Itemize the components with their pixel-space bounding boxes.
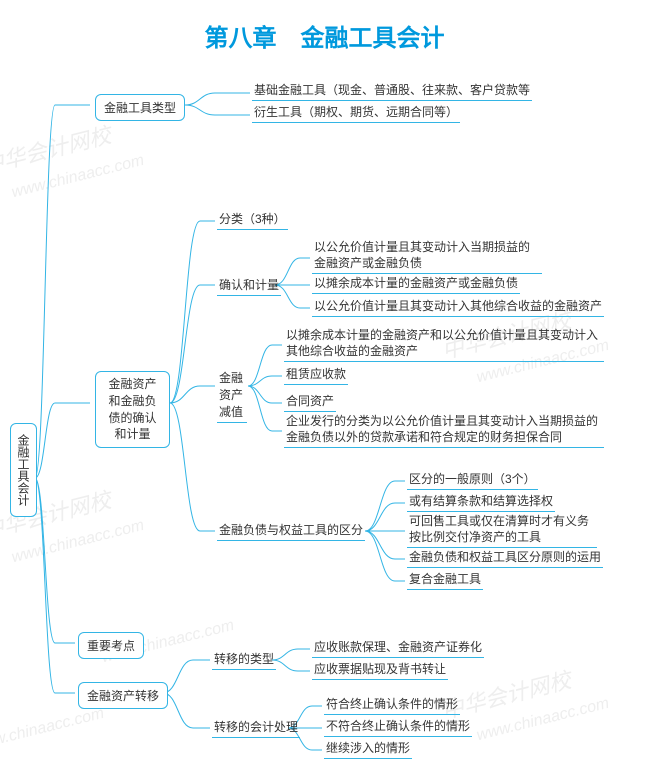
leaf: 金融负债和权益工具区分原则的运用: [407, 548, 603, 568]
mindmap-canvas: 中华会计网校 www.chinaacc.com 中华会计网校 www.china…: [0, 63, 649, 783]
page-title: 第八章 金融工具会计: [0, 0, 649, 63]
leaf: 企业发行的分类为以公允价值计量且其变动计入当期损益的金融负债以外的贷款承诺和符合…: [284, 412, 604, 448]
leaf: 衍生工具（期权、期货、远期合同等）: [252, 103, 460, 123]
leaf: 租赁应收款: [284, 365, 348, 385]
leaf: 区分的一般原则（3个）: [407, 470, 538, 490]
leaf: 应收账款保理、金融资产证券化: [312, 638, 484, 658]
node-distinguish: 金融负债与权益工具的区分: [217, 521, 365, 541]
leaf: 以公允价值计量且其变动计入其他综合收益的金融资产: [312, 297, 604, 317]
leaf: 以摊余成本计量的金融资产和以公允价值计量且其变动计入其他综合收益的金融资产: [284, 326, 604, 362]
node-types: 金融工具类型: [95, 94, 185, 121]
leaf: 可回售工具或仅在清算时才有义务按比例交付净资产的工具: [407, 512, 597, 548]
node-impair: 金融资产减值: [217, 369, 247, 423]
node-transfer-type: 转移的类型: [212, 650, 276, 670]
root-node: 金融工具会计: [10, 423, 37, 517]
node-measure: 确认和计量: [217, 276, 281, 296]
leaf: 继续涉入的情形: [324, 739, 412, 759]
node-recognition: 金融资产和金融负债的确认和计量: [95, 371, 170, 448]
leaf: 合同资产: [284, 392, 336, 412]
leaf: 以公允价值计量且其变动计入当期损益的金融资产或金融负债: [312, 238, 542, 274]
leaf: 应收票据贴现及背书转让: [312, 660, 448, 680]
leaf: 复合金融工具: [407, 570, 483, 590]
node-transfer: 金融资产转移: [78, 682, 168, 709]
leaf: 或有结算条款和结算选择权: [407, 492, 555, 512]
leaf: 不符合终止确认条件的情形: [324, 717, 472, 737]
leaf: 符合终止确认条件的情形: [324, 695, 460, 715]
leaf: 基础金融工具（现金、普通股、往来款、客户贷款等: [252, 81, 532, 101]
leaf: 以摊余成本计量的金融资产或金融负债: [312, 274, 520, 294]
node-transfer-acct: 转移的会计处理: [212, 718, 300, 738]
leaf: 分类（3种）: [217, 210, 288, 230]
node-keypoints: 重要考点: [78, 632, 144, 659]
